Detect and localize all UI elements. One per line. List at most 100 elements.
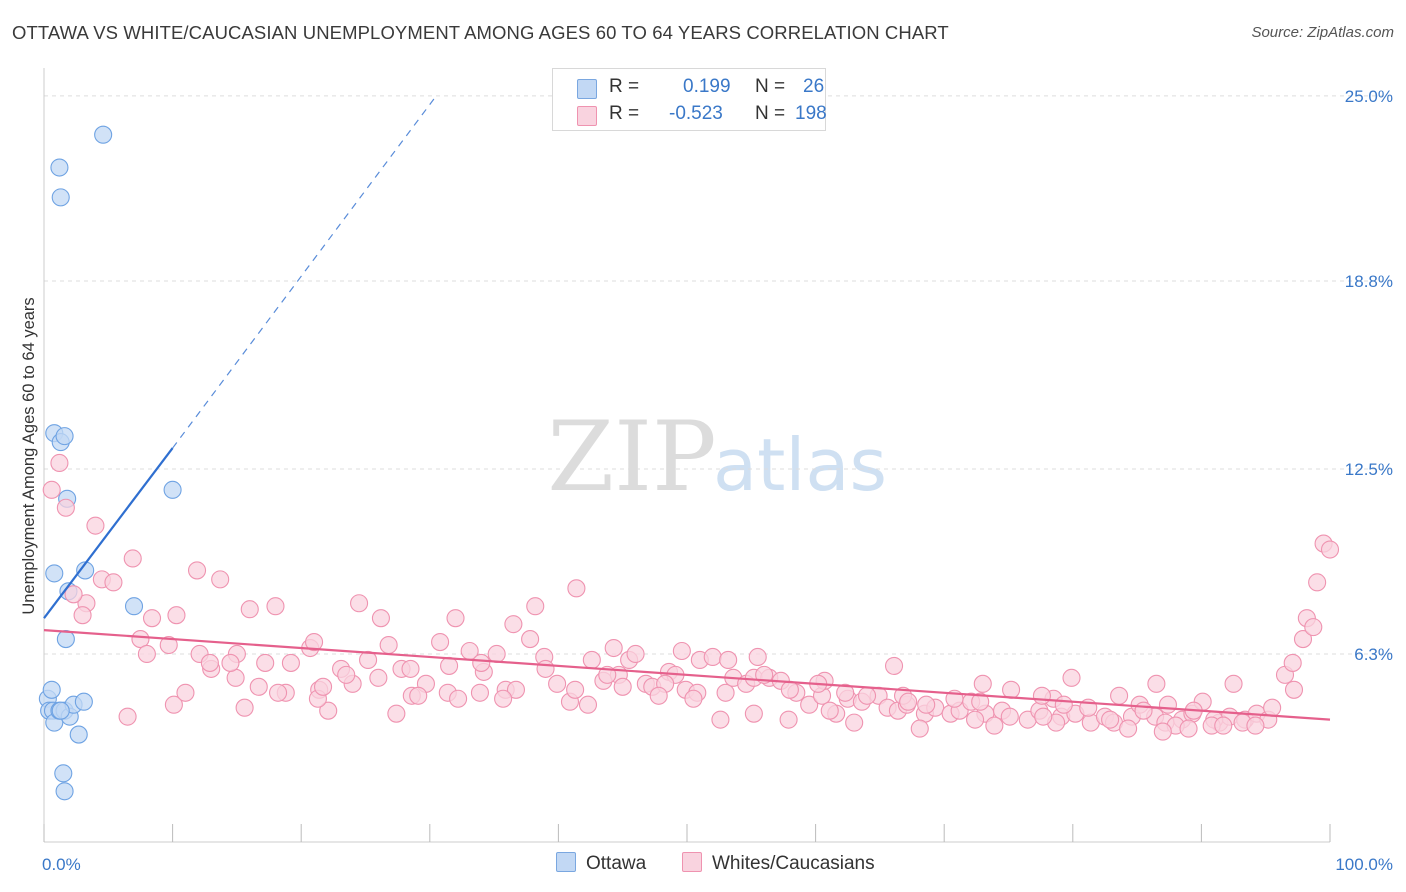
bottom-legend-ottawa: Ottawa: [556, 852, 646, 875]
whites-point: [1284, 680, 1304, 699]
whites-point: [1119, 719, 1138, 738]
whites-point: [613, 677, 632, 696]
ottawa-point: [45, 564, 64, 583]
ottawa-point: [51, 188, 70, 207]
legend-swatch-ottawa: [577, 79, 597, 99]
ottawa-point: [74, 692, 93, 711]
whites-point: [73, 606, 92, 625]
whites-point: [1293, 630, 1313, 649]
whites-point: [211, 570, 230, 589]
watermark: ZIP atlas: [547, 401, 887, 513]
whites-point: [269, 683, 288, 702]
whites-point: [626, 644, 645, 664]
whites-point: [104, 573, 123, 592]
whites-point: [1032, 686, 1051, 705]
whites-point: [1034, 707, 1053, 726]
whites-point: [314, 677, 333, 696]
ottawa-point: [94, 125, 113, 144]
whites-point: [703, 647, 722, 667]
whites-point: [235, 698, 254, 717]
whites-point: [431, 632, 450, 652]
chart-title: OTTAWA VS WHITE/CAUCASIAN UNEMPLOYMENT A…: [12, 22, 949, 43]
whites-point: [470, 683, 490, 702]
y-tick-label: 18.8%: [1345, 272, 1393, 291]
whites-point: [1147, 674, 1166, 693]
bottom-legend-whites: Whites/Caucasians: [682, 852, 875, 875]
whites-point: [1101, 710, 1120, 729]
whites-point: [1246, 716, 1265, 735]
whites-point: [56, 498, 75, 517]
whites-point: [221, 653, 240, 672]
whites-point: [369, 668, 388, 687]
whites-point: [409, 686, 428, 705]
whites-point: [779, 710, 798, 729]
source-label: Source: ZipAtlas.com: [1251, 24, 1394, 41]
whites-point: [359, 650, 378, 670]
legend-n-label: N =: [755, 76, 786, 97]
gridlines: [44, 95, 1395, 655]
whites-point: [800, 695, 819, 714]
whites-point: [836, 683, 855, 702]
watermark-atlas: atlas: [713, 423, 887, 507]
y-tick-label: 12.5%: [1345, 460, 1393, 479]
ottawa-point: [55, 782, 74, 801]
y-tick-label: 6.3%: [1354, 645, 1393, 664]
whites-point: [164, 695, 183, 714]
whites-point: [440, 656, 459, 675]
whites-point: [716, 683, 735, 702]
ottawa-point: [42, 680, 61, 699]
whites-point: [521, 630, 540, 649]
whites-point: [123, 549, 142, 568]
whites-point: [1179, 719, 1198, 738]
whites-point: [64, 585, 83, 604]
whites-point: [1153, 722, 1172, 741]
ottawa-point: [51, 701, 70, 720]
whites-point: [494, 689, 513, 708]
whites-point: [42, 480, 61, 499]
legend-swatch-whites: [577, 106, 597, 126]
legend-r-value: 0.199: [683, 76, 731, 97]
legend-n-label: N =: [755, 103, 786, 124]
whites-point: [719, 650, 738, 670]
whites-point: [142, 609, 162, 628]
whites-point: [672, 641, 691, 661]
ottawa-point: [55, 427, 74, 446]
legend-r-value: -0.523: [669, 103, 723, 124]
whites-point: [910, 719, 929, 738]
whites-point: [379, 635, 398, 655]
whites-point: [176, 683, 195, 702]
whites-point: [1000, 707, 1019, 726]
whites-point: [200, 653, 219, 672]
bottom-swatch-whites: [682, 852, 702, 872]
whites-point: [566, 680, 585, 699]
ottawa-point: [124, 597, 144, 616]
ottawa-point: [50, 158, 69, 177]
whites-point: [536, 659, 555, 678]
whites-point: [917, 695, 936, 714]
whites-point: [971, 692, 990, 711]
whites-point: [472, 653, 491, 672]
whites-point: [1110, 686, 1129, 705]
whites-point: [526, 597, 545, 616]
whites-point: [578, 695, 598, 714]
bottom-swatch-ottawa: [556, 852, 576, 872]
whites-point: [711, 710, 730, 729]
whites-point: [319, 701, 338, 720]
whites-point: [1054, 695, 1073, 714]
whites-point: [1134, 701, 1153, 720]
whites-point: [548, 674, 567, 693]
whites-point: [780, 680, 799, 699]
ottawa-point: [54, 764, 73, 783]
bottom-legend-label-ottawa: Ottawa: [586, 853, 647, 874]
whites-point: [187, 561, 207, 580]
whites-point: [845, 713, 864, 732]
whites-point: [401, 659, 420, 678]
whites-point: [1320, 540, 1340, 559]
whites-point: [371, 609, 390, 628]
whites-point: [249, 677, 268, 696]
ottawa-trend-extension: [172, 95, 437, 449]
whites-point: [50, 453, 69, 473]
whites-point: [1308, 573, 1327, 592]
watermark-zip: ZIP: [547, 401, 716, 513]
